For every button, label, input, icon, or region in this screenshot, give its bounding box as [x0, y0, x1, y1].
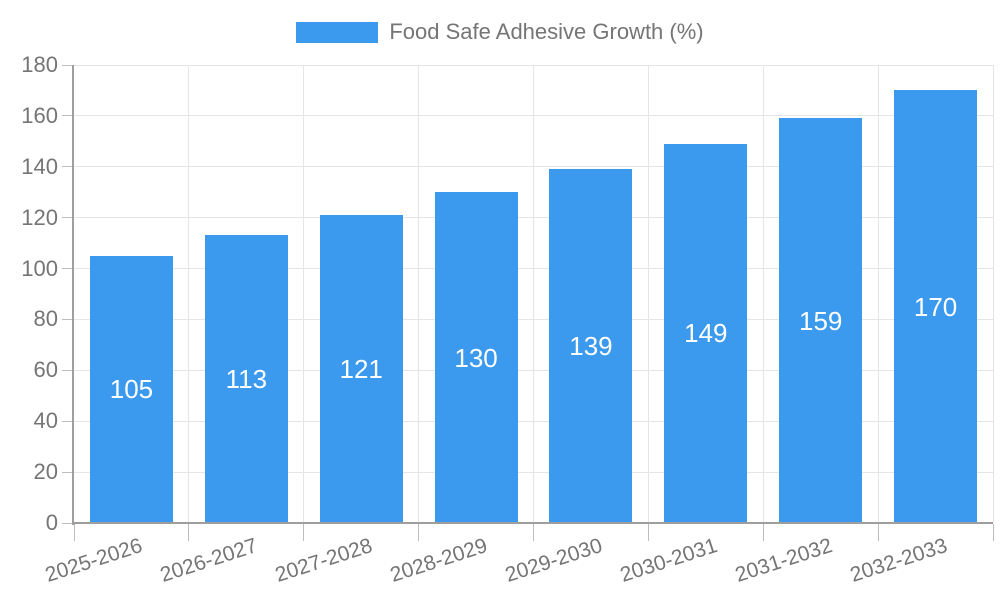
x-tick: [418, 524, 420, 541]
y-axis-tick-label: 80: [33, 306, 58, 332]
x-gridline: [992, 65, 994, 523]
y-axis-tick-label: 180: [21, 52, 58, 77]
x-tick: [533, 524, 534, 541]
x-gridline: [188, 65, 190, 523]
bar[interactable]: [319, 215, 403, 522]
x-gridline: [418, 65, 420, 523]
bar[interactable]: [204, 235, 288, 522]
y-axis-tick-label: 0: [45, 510, 58, 535]
x-tick: [992, 524, 994, 541]
y-axis-tick-label: 140: [21, 153, 58, 179]
y-tick: [62, 166, 74, 168]
y-tick: [62, 268, 74, 270]
y-axis-line: [72, 65, 74, 525]
y-axis-tick-label: 60: [33, 357, 58, 383]
x-tick: [303, 524, 305, 541]
bar[interactable]: [434, 192, 518, 522]
y-axis-tick-label: 20: [33, 459, 58, 485]
y-tick: [62, 64, 74, 66]
x-tick: [647, 524, 649, 541]
bar[interactable]: [664, 143, 748, 522]
bar-value-label: 139: [569, 331, 613, 362]
bar-value-label: 170: [913, 291, 958, 322]
bar[interactable]: [89, 255, 173, 522]
y-tick: [62, 217, 74, 219]
y-axis-tick-label: 40: [33, 408, 58, 434]
chart-legend[interactable]: Food Safe Adhesive Growth (%): [0, 20, 1000, 44]
y-tick: [62, 318, 74, 320]
x-gridline: [533, 65, 534, 523]
y-tick: [62, 420, 74, 422]
x-tick: [877, 524, 879, 541]
x-gridline: [647, 65, 649, 523]
bar[interactable]: [779, 118, 863, 522]
legend-label: Food Safe Adhesive Growth (%): [389, 19, 704, 44]
bar-value-label: 159: [798, 305, 843, 336]
y-tick: [62, 522, 74, 524]
y-axis-tick-label: 100: [21, 255, 58, 281]
x-axis-line: [72, 522, 993, 524]
bar-value-label: 130: [454, 342, 498, 373]
y-tick: [62, 471, 74, 473]
x-gridline: [303, 65, 305, 523]
y-axis-tick-label: 120: [21, 204, 58, 230]
bar[interactable]: [549, 169, 633, 522]
x-tick: [73, 524, 75, 541]
y-axis-tick-label: 160: [21, 102, 58, 128]
legend-swatch: [296, 21, 379, 43]
x-tick: [188, 524, 190, 541]
y-tick: [62, 369, 74, 371]
bar[interactable]: [894, 90, 978, 522]
x-gridline: [762, 65, 764, 523]
bar-value-label: 105: [109, 374, 154, 405]
x-gridline: [877, 65, 879, 523]
x-tick: [762, 524, 764, 541]
bar-value-label: 149: [684, 318, 728, 349]
y-tick: [62, 115, 74, 117]
bar-value-label: 121: [339, 354, 383, 385]
bar-value-label: 113: [225, 364, 268, 395]
